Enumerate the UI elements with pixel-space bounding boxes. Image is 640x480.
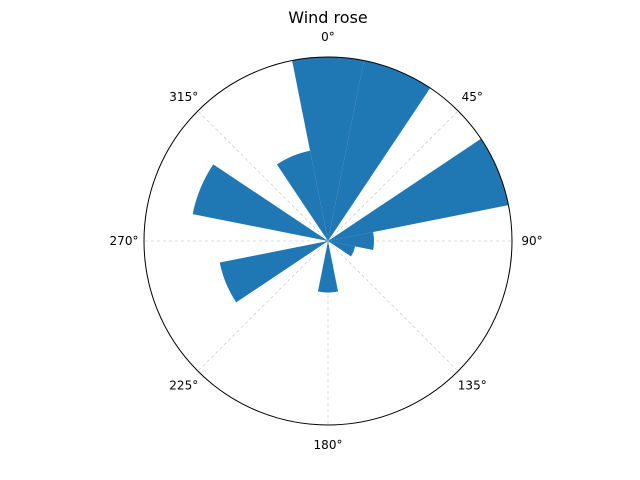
wind-bar (192, 164, 328, 241)
wind-bar (328, 138, 509, 241)
wind-bar (292, 57, 364, 241)
theta-tick-label: 90° (521, 234, 542, 248)
wind-bar (328, 60, 431, 241)
grid-line (197, 110, 329, 242)
wind-bar (276, 150, 328, 241)
theta-tick-label: 0° (321, 30, 335, 44)
grid-line (327, 110, 459, 242)
wind-bar (219, 241, 328, 303)
wind-bar (317, 241, 339, 293)
polar-axis-frame (143, 56, 513, 426)
theta-tick-labels: 0° 45° 90° 135° 180° 225° 270° 315° (110, 30, 543, 452)
theta-tick-label: 45° (462, 90, 483, 104)
wind-bar (328, 232, 375, 250)
theta-tick-label: 135° (458, 378, 487, 392)
grid-line (327, 240, 459, 372)
wind-bars (192, 57, 509, 303)
chart-title: Wind rose (288, 8, 368, 27)
grid-line (197, 240, 329, 372)
theta-tick-label: 270° (110, 234, 139, 248)
wind-bar (328, 241, 356, 257)
theta-tick-label: 180° (314, 438, 343, 452)
theta-tick-label: 225° (169, 378, 198, 392)
theta-tick-label: 315° (169, 90, 198, 104)
